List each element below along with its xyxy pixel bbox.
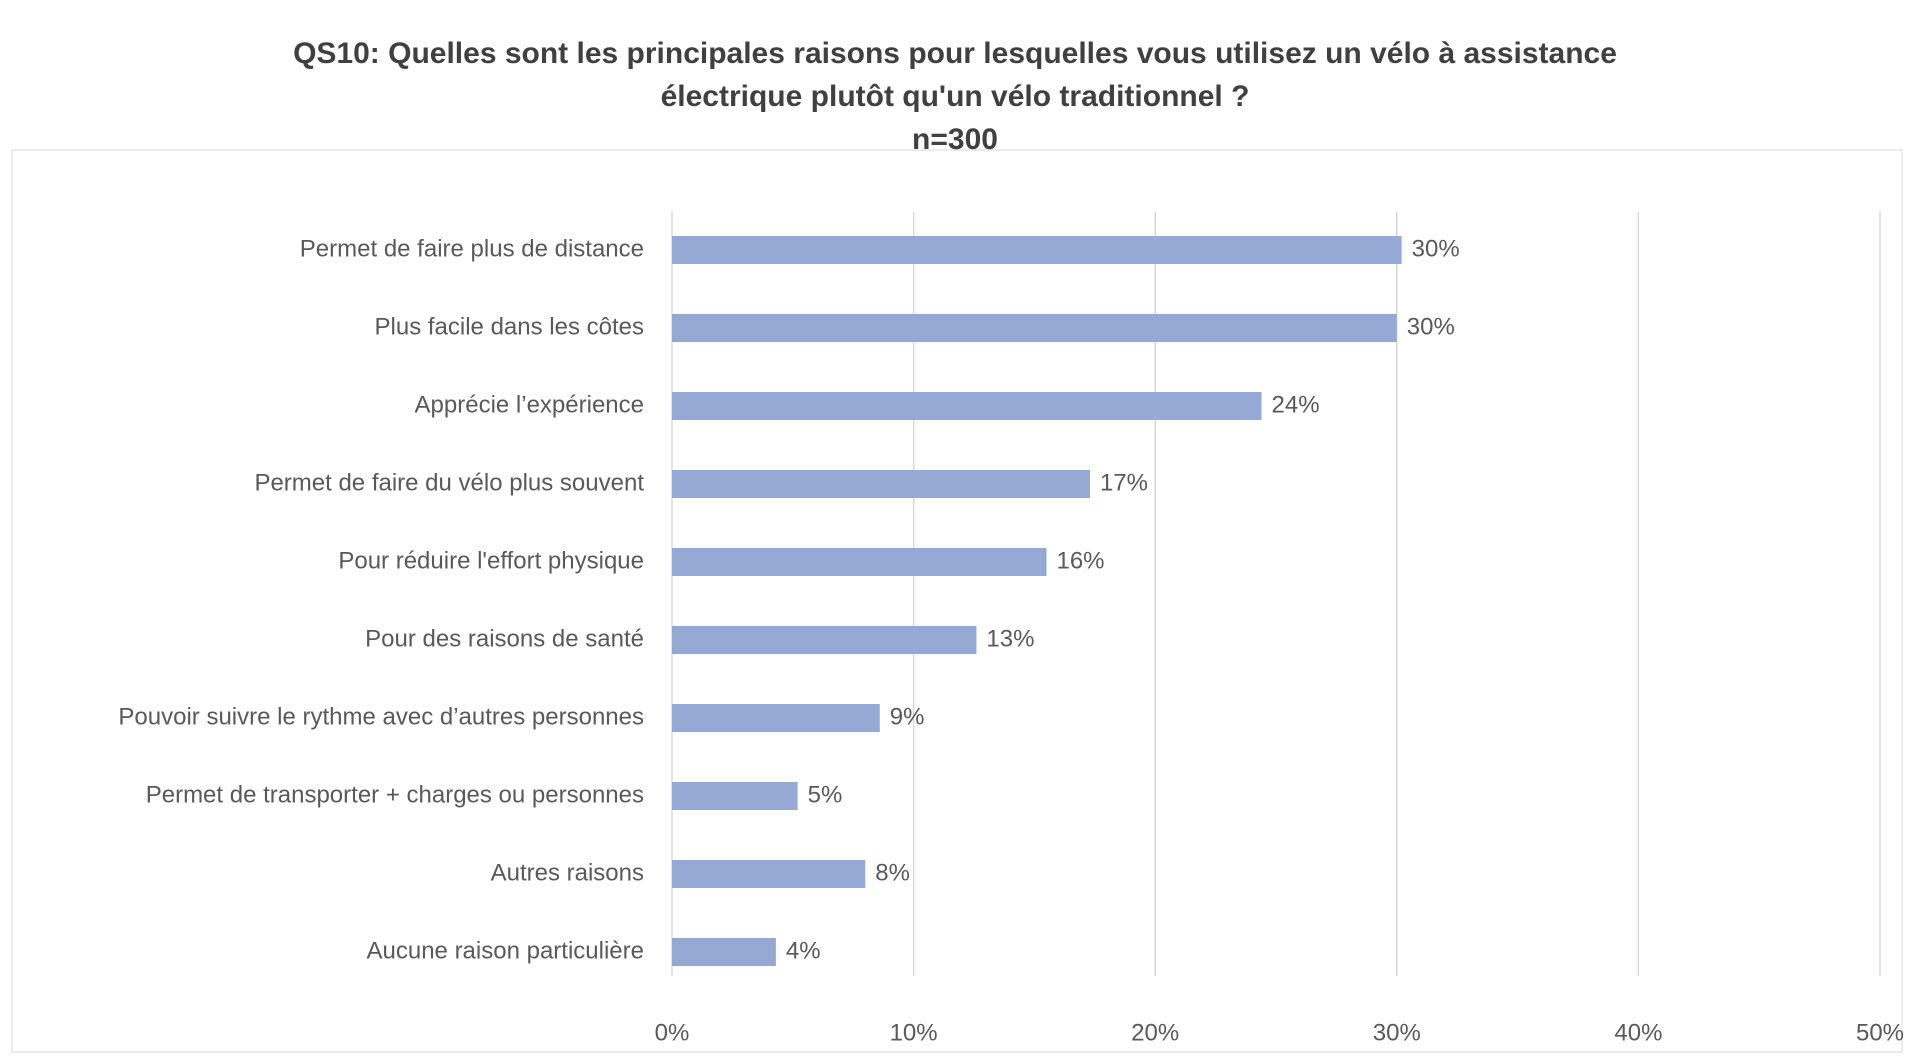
y-tick-label: Permet de transporter + charges ou perso… bbox=[146, 781, 644, 808]
bar bbox=[672, 938, 776, 966]
bar bbox=[672, 236, 1402, 264]
x-tick-label: 0% bbox=[655, 1019, 690, 1046]
data-label: 30% bbox=[1407, 313, 1455, 340]
bar bbox=[672, 392, 1262, 420]
y-tick-label: Pouvoir suivre le rythme avec d’autres p… bbox=[118, 703, 644, 730]
data-label: 17% bbox=[1100, 469, 1148, 496]
chart-border bbox=[11, 149, 1903, 1053]
chart-subtitle: n=300 bbox=[912, 123, 998, 156]
y-tick-label: Aucune raison particulière bbox=[367, 937, 645, 964]
x-tick-label: 50% bbox=[1856, 1019, 1904, 1046]
bar bbox=[672, 626, 977, 654]
data-label: 13% bbox=[986, 625, 1034, 652]
data-label: 24% bbox=[1272, 391, 1320, 418]
bar bbox=[672, 860, 866, 888]
y-tick-label: Plus facile dans les côtes bbox=[375, 313, 644, 340]
y-tick-label: Pour des raisons de santé bbox=[365, 625, 644, 652]
bar bbox=[672, 704, 880, 732]
y-tick-label: Permet de faire du vélo plus souvent bbox=[254, 469, 644, 496]
x-tick-label: 30% bbox=[1373, 1019, 1421, 1046]
data-label: 4% bbox=[786, 937, 821, 964]
data-label: 8% bbox=[875, 859, 910, 886]
y-tick-label: Autres raisons bbox=[491, 859, 644, 886]
chart-title: QS10: Quelles sont les principales raiso… bbox=[293, 37, 1617, 70]
bar bbox=[672, 470, 1090, 498]
y-tick-label: Apprécie l’expérience bbox=[415, 391, 644, 418]
bar bbox=[672, 782, 798, 810]
bar bbox=[672, 548, 1047, 576]
chart-title: électrique plutôt qu'un vélo traditionne… bbox=[661, 80, 1250, 113]
data-label: 5% bbox=[808, 781, 843, 808]
bar bbox=[672, 314, 1397, 342]
data-label: 30% bbox=[1412, 235, 1460, 262]
x-tick-label: 40% bbox=[1614, 1019, 1662, 1046]
y-tick-label: Pour réduire l'effort physique bbox=[338, 547, 644, 574]
x-tick-label: 10% bbox=[890, 1019, 938, 1046]
data-label: 16% bbox=[1056, 547, 1104, 574]
data-label: 9% bbox=[890, 703, 925, 730]
y-tick-label: Permet de faire plus de distance bbox=[300, 235, 644, 262]
x-tick-label: 20% bbox=[1131, 1019, 1179, 1046]
